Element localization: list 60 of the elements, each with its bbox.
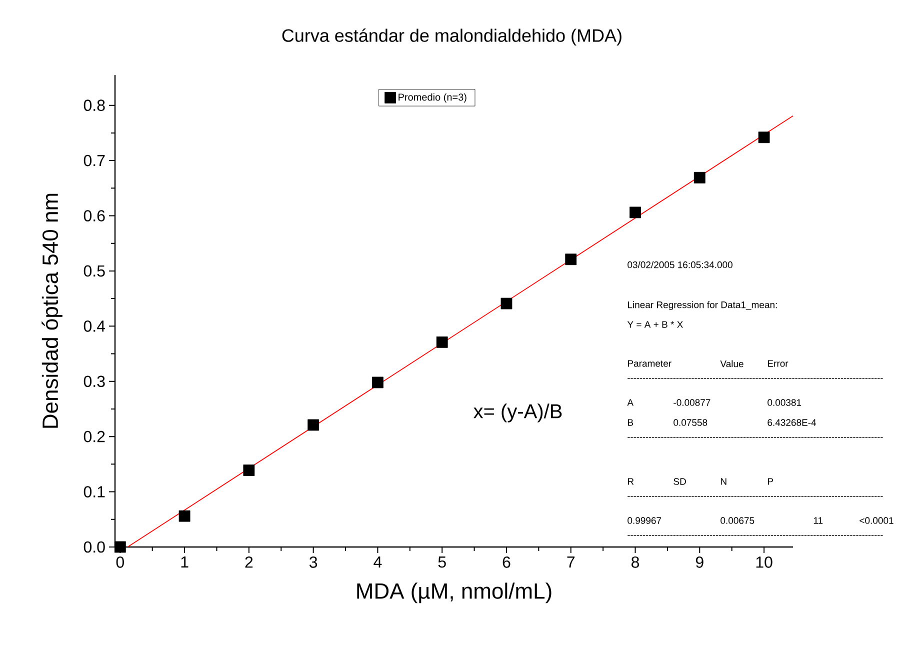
- y-tick-label: 0.0: [84, 541, 105, 553]
- annotation: 6.43268E-4: [768, 419, 816, 426]
- x-tick-label: 4: [374, 556, 382, 568]
- annotation: SD: [674, 478, 686, 485]
- y-tick-label: 0.8: [84, 100, 105, 112]
- y-axis-title: Densidad óptica 540 nm: [42, 194, 62, 428]
- annotation: Y = A + B * X: [627, 321, 683, 328]
- x-tick-label: 10: [756, 556, 772, 568]
- point: [114, 541, 126, 553]
- point: [178, 510, 190, 522]
- chart-title: Curva estándar de malondialdehido (MDA): [282, 28, 622, 46]
- annotation: ------------------------------------------------------------------------------------: [628, 437, 883, 438]
- x-tick-label: 6: [502, 556, 510, 568]
- x-tick-label: 3: [309, 556, 318, 568]
- annotation: Value: [720, 360, 744, 368]
- annotation: B: [628, 419, 634, 426]
- y-tick-label: 0.3: [84, 376, 105, 388]
- x-tick-label: 0: [116, 556, 124, 568]
- point: [565, 254, 577, 266]
- x-tick-label: 5: [438, 556, 446, 568]
- y-tick-label: 0.4: [84, 320, 106, 332]
- annotation: A: [627, 399, 634, 406]
- annotation: R: [628, 478, 634, 485]
- annotation: N: [720, 478, 726, 485]
- point: [500, 298, 512, 310]
- legend-label: Promedio (n=3): [398, 93, 466, 103]
- x-tick-label: 9: [696, 556, 704, 568]
- point: [758, 132, 770, 144]
- annotation: 03/02/2005 16:05:34.000: [628, 261, 732, 268]
- y-tick-label: 0.2: [84, 430, 105, 442]
- annotation: P: [768, 478, 774, 485]
- point: [694, 172, 706, 184]
- annotation: ------------------------------------------------------------------------------------: [628, 496, 883, 497]
- annotation: Linear Regression for Data1_mean:: [628, 301, 777, 310]
- point: [372, 376, 384, 388]
- y-tick-label: 0.1: [84, 486, 105, 498]
- annotation: 0.00675: [720, 517, 754, 524]
- point: [630, 206, 641, 218]
- annotation: ------------------------------------------------------------------------------------: [628, 535, 883, 536]
- annotation: 0.07558: [674, 419, 708, 426]
- text: 11: [814, 517, 823, 524]
- annotation: Error: [768, 360, 788, 367]
- text: <0.0001: [860, 517, 894, 524]
- point: [308, 419, 320, 431]
- annotation: ------------------------------------------------------------------------------------: [628, 378, 883, 379]
- annotation: -0.00877: [674, 399, 710, 406]
- y-tick-label: 0.5: [84, 265, 105, 277]
- annotation: x= (y-A)/B: [474, 404, 562, 422]
- x-tick-label: 8: [632, 556, 640, 568]
- annotation: 0.99967: [628, 517, 662, 524]
- y-tick-label: 0.6: [84, 210, 105, 222]
- x-tick-label: 1: [181, 556, 188, 568]
- x-tick-label: 7: [567, 556, 575, 568]
- point: [243, 464, 255, 476]
- annotation: 0.00381: [768, 399, 802, 406]
- x-tick-label: 2: [245, 556, 253, 568]
- annotation: Parameter: [628, 360, 672, 367]
- point: [436, 336, 448, 348]
- x-axis-title: MDA (µM, nmol/mL): [357, 582, 552, 604]
- y-tick-label: 0.7: [84, 154, 105, 166]
